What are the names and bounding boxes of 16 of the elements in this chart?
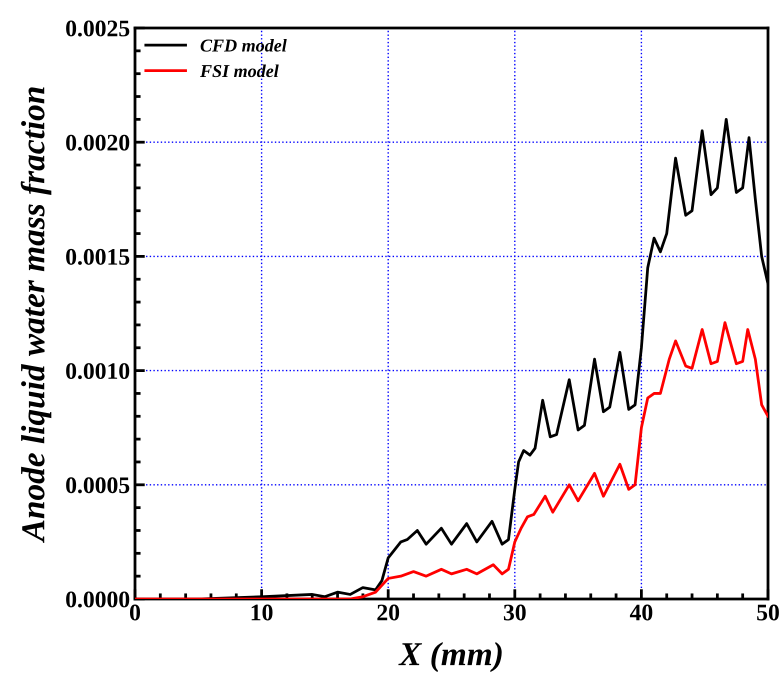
y-tick-label: 0.0000 bbox=[66, 591, 130, 608]
x-tick-label: 40 bbox=[630, 604, 652, 620]
x-tick-label: 0 bbox=[130, 604, 140, 620]
y-tick-label: 0.0015 bbox=[66, 248, 130, 265]
x-tick-label: 20 bbox=[377, 604, 400, 620]
y-tick-label: 0.0020 bbox=[66, 134, 130, 151]
y-axis-title: Anode liquid water mass fraction bbox=[20, 87, 52, 544]
y-tick-label: 0.0005 bbox=[66, 477, 130, 494]
x-axis-title: X (mm) bbox=[398, 642, 502, 672]
x-tick-label: 30 bbox=[504, 604, 526, 620]
x-tick-label: 50 bbox=[757, 604, 779, 620]
y-tick-label: 0.0025 bbox=[66, 20, 130, 37]
x-tick-label: 10 bbox=[252, 604, 273, 620]
legend-label: FSI model bbox=[200, 64, 279, 78]
y-tick-label: 0.0010 bbox=[66, 363, 130, 380]
legend-label: CFD model bbox=[200, 38, 287, 52]
